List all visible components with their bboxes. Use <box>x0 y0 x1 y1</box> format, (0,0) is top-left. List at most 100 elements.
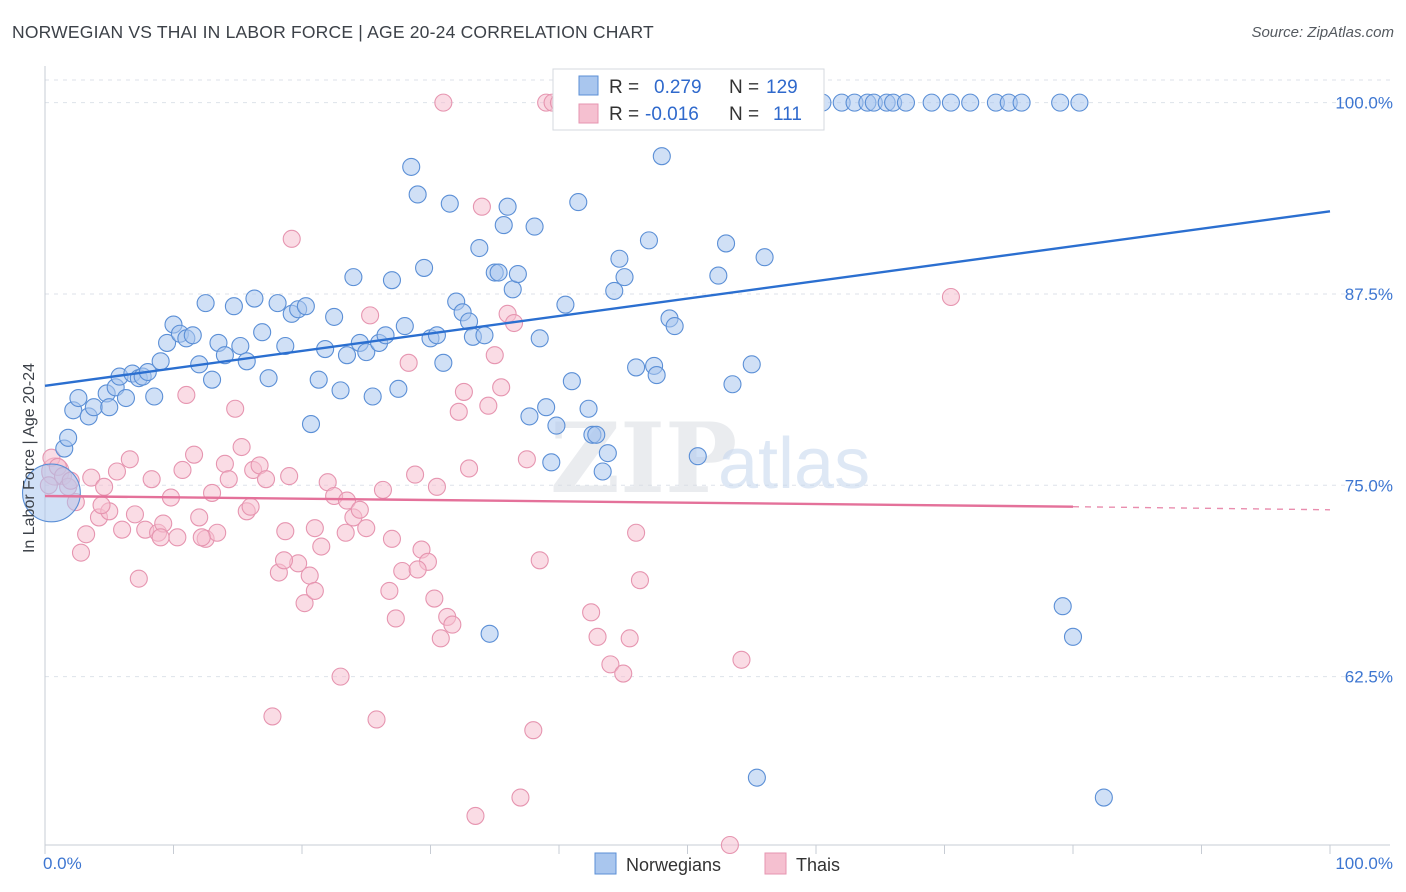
norwegian-point <box>1063 627 1083 646</box>
norwegian-point <box>896 93 916 112</box>
bottom-legend-swatch-norwegians <box>594 852 617 875</box>
norwegian-point <box>598 444 617 463</box>
thai-point <box>614 664 633 683</box>
norwegian-point <box>276 336 295 356</box>
norwegian-point <box>344 268 363 287</box>
thai-point <box>434 93 453 112</box>
thai-point <box>282 229 301 248</box>
norwegian-point <box>268 294 287 313</box>
norwegian-point <box>337 346 357 365</box>
norwegian-point <box>1094 788 1113 807</box>
thai-point <box>95 477 114 496</box>
thai-point <box>300 566 319 585</box>
thai-point <box>620 629 639 648</box>
thai-point <box>219 470 238 489</box>
thai-point <box>472 197 491 216</box>
watermark: ZIP atlas <box>550 402 870 515</box>
norwegian-point <box>742 355 761 374</box>
norwegian-point <box>922 93 941 112</box>
thai-point <box>357 519 376 538</box>
norwegian-point <box>389 379 408 398</box>
watermark-zip: ZIP <box>550 402 737 515</box>
y-tick-label: 62.5% <box>1345 668 1393 687</box>
thai-point <box>408 560 427 579</box>
norwegian-point <box>652 147 671 166</box>
thai-point <box>425 589 444 608</box>
thai-point <box>511 788 530 807</box>
norwegian-point <box>569 193 588 212</box>
norwegian-point <box>296 297 315 316</box>
norwegian-point <box>489 263 508 282</box>
norwegian-point <box>151 352 170 371</box>
y-tick-label: 75.0% <box>1345 476 1393 495</box>
norwegian-point <box>301 415 321 434</box>
norwegian-point <box>382 271 402 290</box>
norwegian-point <box>427 326 446 345</box>
tick-labels: 62.5% 75.0% 87.5% 100.0% 0.0% 100.0% <box>43 94 1393 873</box>
norwegian-point <box>747 768 766 787</box>
thai-point <box>274 551 294 570</box>
thai-point <box>208 523 227 542</box>
series-norwegians <box>21 93 1113 807</box>
norwegian-point <box>224 297 243 316</box>
thai-point <box>406 465 425 484</box>
norwegian-point <box>941 93 960 112</box>
thai-point <box>280 467 299 486</box>
norwegian-point <box>158 333 177 352</box>
thai-point <box>71 543 91 562</box>
legend-swatch-thais <box>578 103 599 124</box>
thai-point <box>399 353 418 372</box>
norwegian-point <box>1070 93 1089 112</box>
bottom-legend: Norwegians Thais <box>594 852 840 875</box>
trend-line <box>44 494 1074 508</box>
thai-point <box>386 609 405 628</box>
thai-point <box>941 287 960 307</box>
norwegian-point <box>605 281 624 300</box>
norwegian-point <box>100 398 119 417</box>
thai-point <box>720 835 739 855</box>
norwegian-point <box>395 317 414 336</box>
thai-point <box>479 396 498 415</box>
thai-point <box>337 491 357 510</box>
legend-n-value-norwegians: 129 <box>766 77 798 98</box>
norwegian-point <box>415 258 434 277</box>
thai-point <box>151 528 170 547</box>
norwegian-point <box>593 462 612 481</box>
legend-r-value-thais: -0.016 <box>645 104 699 125</box>
thai-point <box>601 655 620 674</box>
norwegian-point <box>253 323 272 342</box>
thai-point <box>382 529 402 548</box>
norwegian-point <box>245 289 264 308</box>
thai-point <box>732 650 751 669</box>
thai-point <box>168 528 187 547</box>
norwegian-point <box>498 197 517 216</box>
watermark-atlas: atlas <box>718 424 870 504</box>
norwegian-point <box>627 358 646 377</box>
thai-point <box>142 470 161 489</box>
thai-point <box>350 500 369 519</box>
thai-point <box>427 477 446 496</box>
norwegian-point <box>145 387 164 406</box>
chart-source: Source: ZipAtlas.com <box>1251 24 1394 41</box>
thai-point <box>373 480 393 499</box>
stats-legend: R = 0.279 N = 129 R = -0.016 N = 111 <box>552 68 825 131</box>
thai-point <box>336 523 355 542</box>
norwegian-point <box>183 326 202 345</box>
norwegian-point <box>542 453 561 472</box>
thai-point <box>312 537 331 556</box>
norwegian-point <box>84 398 103 417</box>
norwegian-point <box>59 428 78 447</box>
norwegian-point <box>203 370 222 389</box>
norwegian-point <box>639 231 659 250</box>
thai-point <box>331 667 350 686</box>
norwegian-point <box>665 317 684 336</box>
norwegian-point <box>525 217 544 236</box>
norwegian-point <box>610 249 629 268</box>
norwegian-point <box>723 375 742 394</box>
thai-point <box>256 470 276 489</box>
norwegian-point <box>116 388 136 408</box>
thai-point <box>530 551 549 570</box>
grid-lines <box>45 79 1390 678</box>
legend-r-label-norwegians: R = <box>609 77 639 98</box>
norwegian-point <box>470 238 489 258</box>
